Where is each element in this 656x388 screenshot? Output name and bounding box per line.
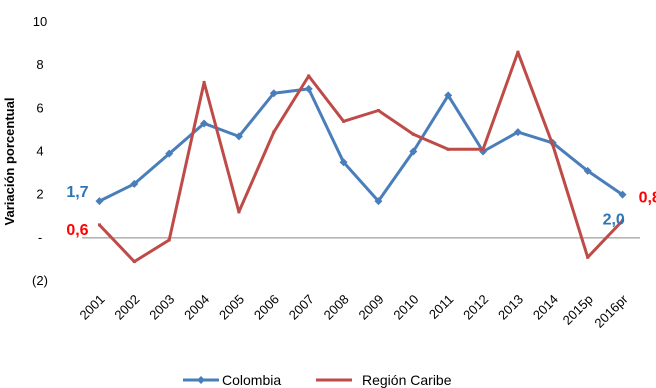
data-point [618, 190, 627, 199]
data-point [444, 91, 453, 100]
data-point [551, 143, 555, 147]
x-tick-label: 2001 [77, 292, 108, 323]
x-tick-label: 2003 [146, 292, 177, 323]
data-point [165, 149, 174, 158]
x-tick-label: 2015p [560, 292, 596, 328]
y-tick-label: 10 [33, 14, 47, 29]
data-label: 0,8 [639, 190, 656, 207]
x-tick-label: 2014 [530, 292, 561, 323]
data-point [304, 84, 313, 93]
legend-marker [197, 376, 205, 384]
data-point [272, 130, 276, 134]
x-tick-label: 2009 [356, 292, 387, 323]
data-labels: 1,7 0,6 0,8 2,0 [66, 184, 656, 239]
series-line-1 [98, 50, 624, 264]
data-point [376, 108, 380, 112]
data-point [132, 260, 136, 264]
x-tick-label: 2007 [286, 292, 317, 323]
x-tick-label: 2010 [390, 292, 421, 323]
legend-label: Región Caribe [362, 372, 452, 388]
data-point [130, 179, 139, 188]
data-point [237, 210, 241, 214]
data-point [95, 197, 104, 206]
data-point [269, 89, 278, 98]
y-tick-label: - [38, 230, 42, 245]
series-lines [95, 50, 627, 264]
data-point [339, 158, 348, 167]
data-point [446, 147, 450, 151]
data-point [234, 132, 243, 141]
data-point [202, 80, 206, 84]
data-point [342, 119, 346, 123]
data-point [200, 119, 209, 128]
data-point [621, 219, 625, 223]
data-point [583, 166, 592, 175]
x-tick-label: 2005 [216, 292, 247, 323]
y-tick-label: 8 [36, 57, 43, 72]
x-tick-label: 2012 [460, 292, 491, 323]
data-point [97, 223, 101, 227]
x-tick-label: 2002 [111, 292, 142, 323]
legend: Colombia Región Caribe [183, 372, 452, 388]
y-axis-label: Variación porcentual [2, 98, 17, 226]
y-tick-label: 2 [36, 187, 43, 202]
y-axis-ticks: 10 8 6 4 2 - (2) [32, 14, 48, 288]
data-point [409, 147, 418, 156]
series-line-0 [98, 87, 624, 203]
data-point [516, 50, 520, 54]
data-label: 0,6 [66, 222, 88, 239]
x-tick-label: 2004 [181, 292, 212, 323]
data-point [307, 74, 311, 78]
legend-label: Colombia [222, 372, 281, 388]
data-point [586, 255, 590, 259]
data-point [411, 132, 415, 136]
y-tick-label: 4 [36, 144, 43, 159]
data-point [167, 238, 171, 242]
data-label: 1,7 [66, 184, 88, 201]
x-tick-label: 2008 [321, 292, 352, 323]
data-point [374, 197, 383, 206]
y-tick-label: 6 [36, 100, 43, 115]
x-tick-label: 2016pr [591, 291, 631, 331]
x-tick-label: 2011 [426, 292, 456, 322]
data-point [481, 147, 485, 151]
data-point [513, 128, 522, 137]
x-tick-label: 2006 [251, 292, 282, 323]
x-tick-label: 2013 [495, 292, 526, 323]
y-tick-label: (2) [32, 273, 48, 288]
data-label: 2,0 [603, 212, 625, 229]
x-axis-ticks: 2001 2002 2003 2004 2005 2006 2007 2008 2009 2010… [77, 291, 632, 331]
